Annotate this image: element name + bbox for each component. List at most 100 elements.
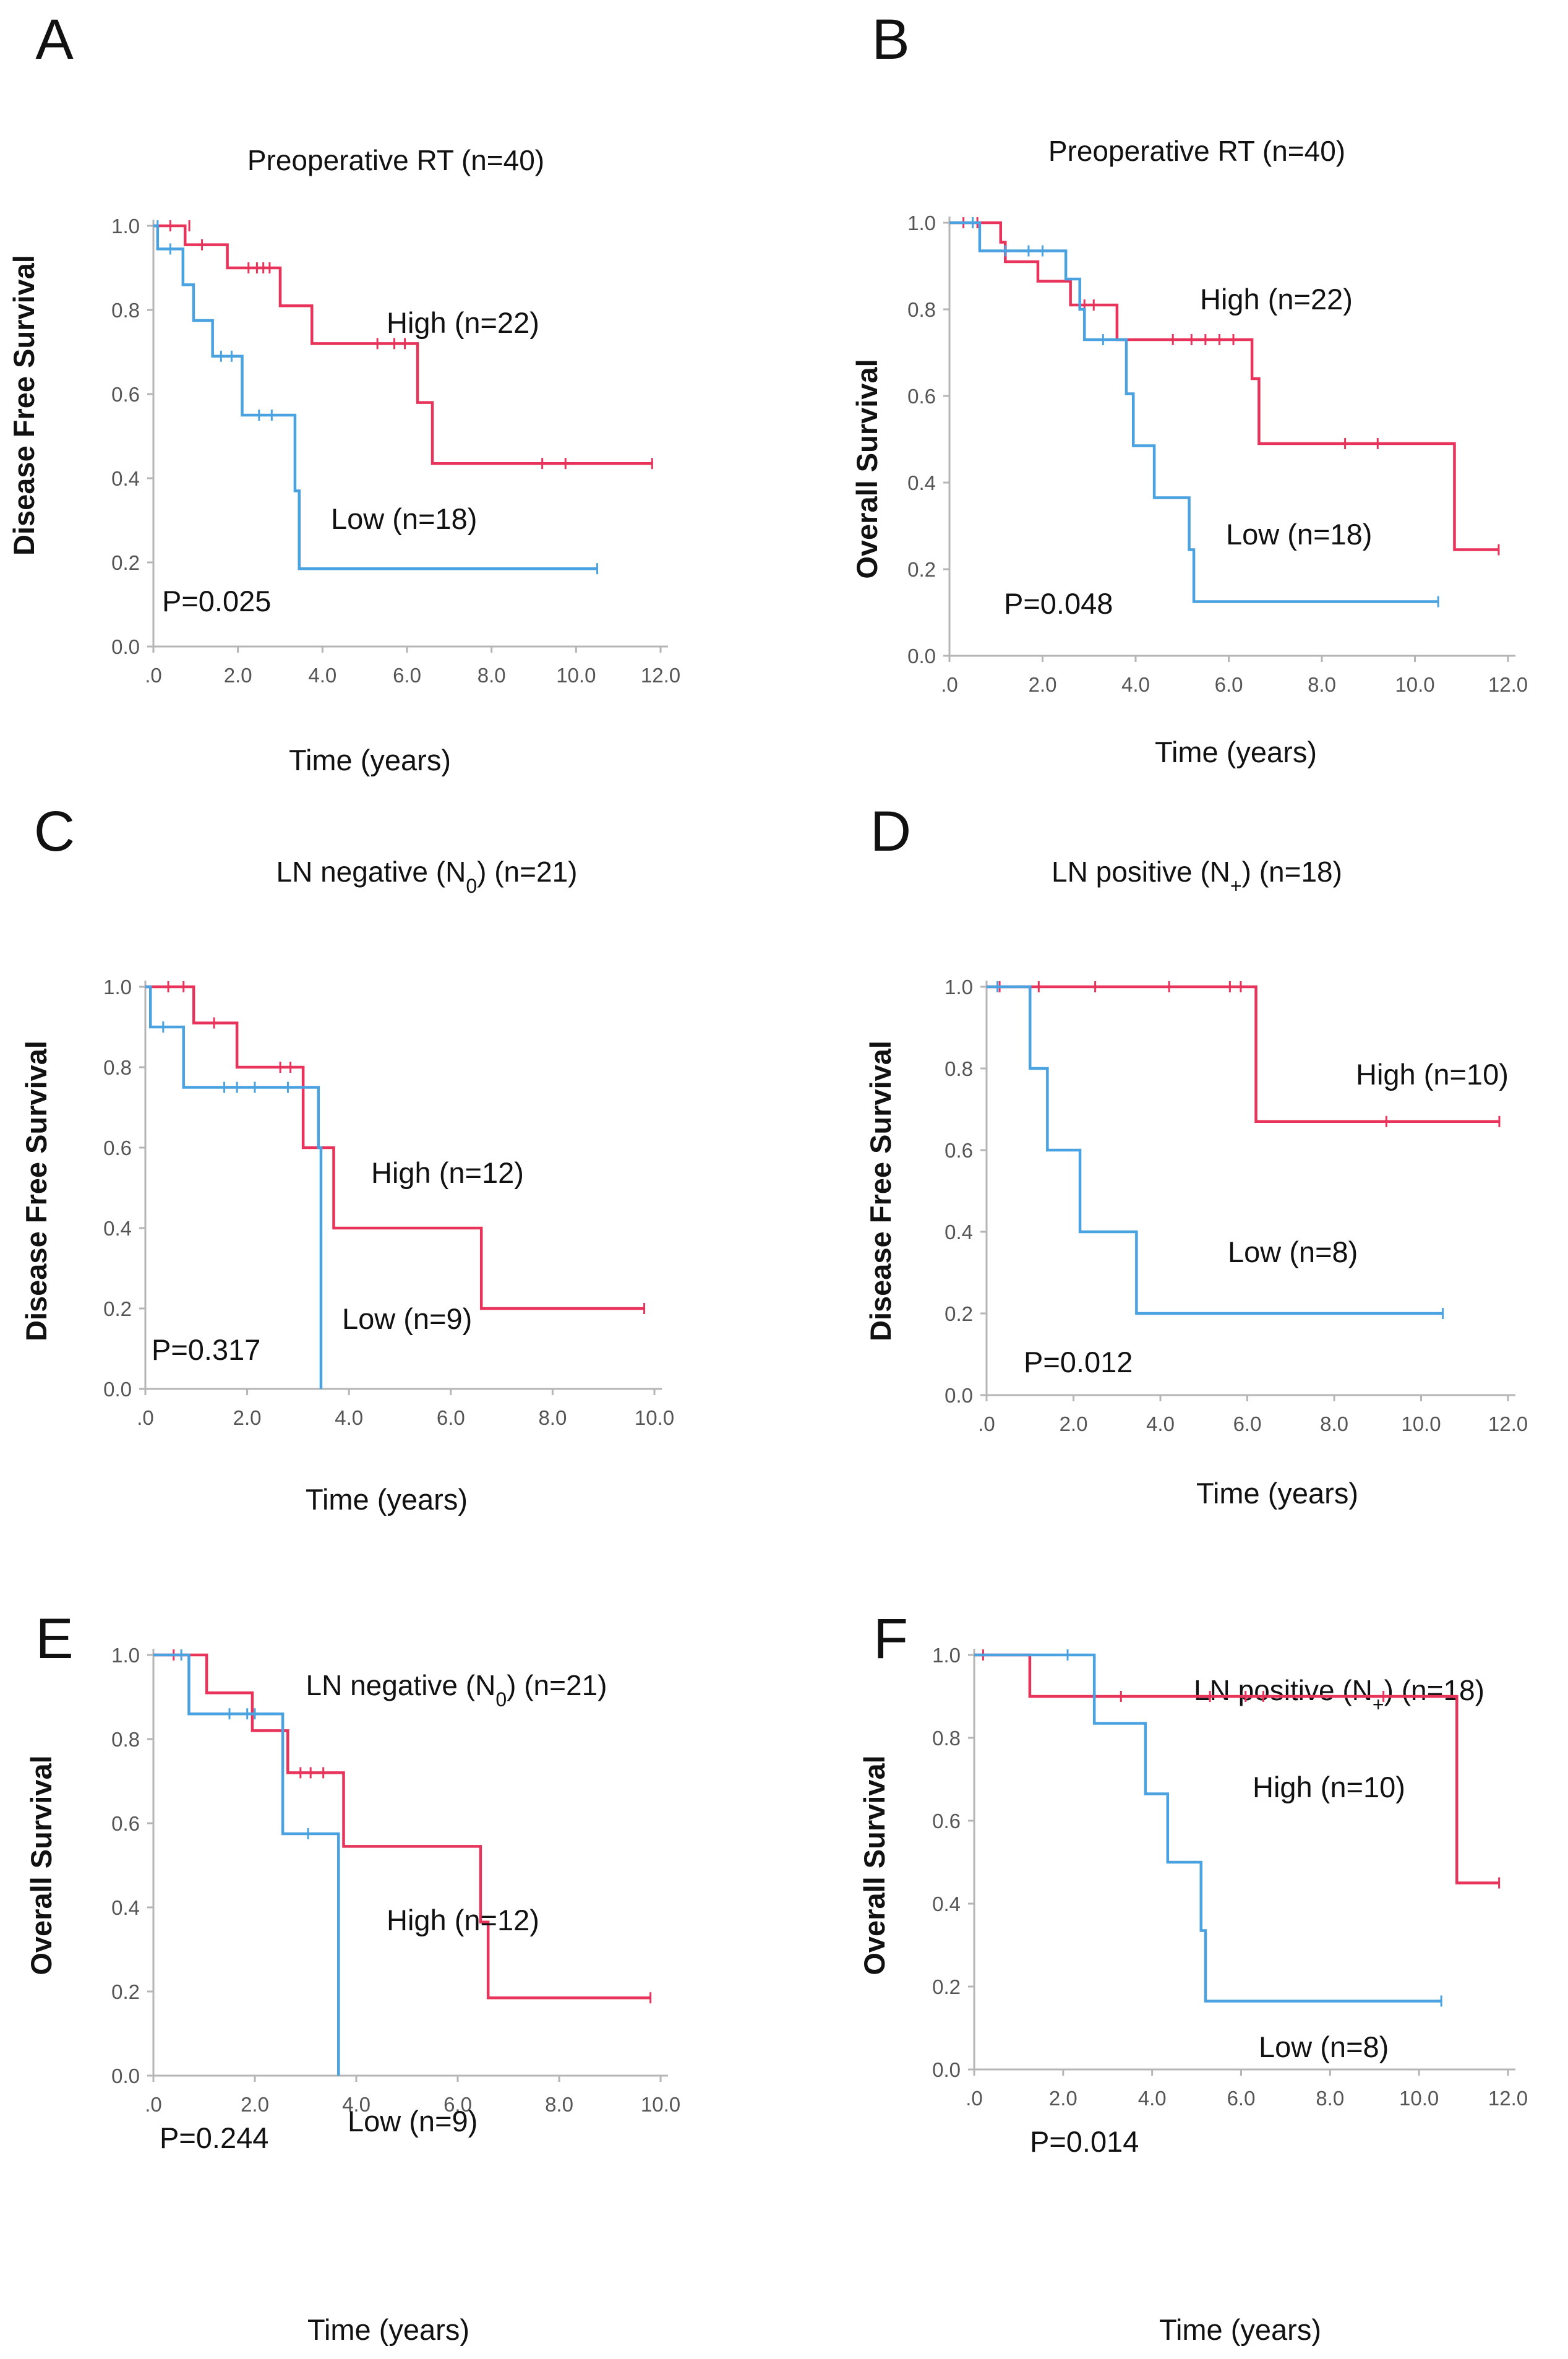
- p-value: P=0.048: [1004, 587, 1113, 620]
- y-tick-label: 0.2: [111, 1980, 140, 2003]
- y-axis-label: Disease Free Survival: [864, 1041, 897, 1341]
- series-label-high: High (n=10): [1356, 1058, 1509, 1091]
- x-tick-label: 8.0: [1320, 1412, 1348, 1435]
- panel-d: D LN positive (N+) (n=18) 0.0 0.2 0.4 0.6 0.8 1…: [864, 800, 1528, 1510]
- x-tick-label: 12.0: [1488, 2087, 1528, 2110]
- panel-letter: C: [34, 800, 75, 863]
- series-label-high: High (n=22): [1200, 283, 1353, 316]
- x-tick-label: 10.0: [1399, 2087, 1439, 2110]
- x-tick-label: 4.0: [335, 1406, 363, 1429]
- series-label-high: High (n=22): [387, 306, 539, 339]
- panel-letter: E: [35, 1607, 73, 1670]
- km-curve-high: [987, 985, 1499, 1124]
- x-axis-label: Time (years): [289, 744, 451, 776]
- km-curve-high: [153, 1653, 651, 2000]
- y-tick-label: 1.0: [945, 976, 973, 999]
- panel-c: C LN negative (N0) (n=21) 0.0 0.2 0.4 0.6 0.8 1…: [20, 800, 674, 1516]
- y-tick-label: 0.4: [945, 1221, 973, 1244]
- series-label-high: High (n=12): [371, 1156, 524, 1189]
- y-tick-label: 0.8: [111, 299, 140, 322]
- y-tick-label: 0.6: [932, 1810, 961, 1833]
- x-axis-label: Time (years): [307, 2313, 469, 2346]
- y-tick-label: 0.0: [111, 2065, 140, 2087]
- y-tick-label: 0.8: [932, 1727, 961, 1750]
- series-label-high: High (n=12): [387, 1904, 539, 1936]
- y-axis-label: Overall Survival: [858, 1755, 891, 1975]
- series-label-high: High (n=10): [1253, 1771, 1405, 1803]
- chart-title: LN positive (N+) (n=18): [1052, 856, 1342, 897]
- y-axis-label: Overall Survival: [850, 359, 883, 578]
- x-tick-label: 2.0: [224, 664, 252, 687]
- series-label-low: Low (n=18): [1226, 518, 1372, 551]
- km-curve-high: [145, 985, 645, 1310]
- y-tick-label: 0.0: [945, 1384, 973, 1407]
- x-tick-label: 2.0: [233, 1406, 262, 1429]
- p-value: P=0.014: [1030, 2125, 1139, 2158]
- y-tick-label: 0.2: [103, 1297, 132, 1320]
- p-value: P=0.025: [162, 585, 271, 617]
- y-tick-label: 1.0: [103, 976, 132, 999]
- p-value: P=0.012: [1024, 1346, 1133, 1378]
- y-tick-label: 0.8: [907, 298, 936, 321]
- y-tick-label: 0.4: [103, 1217, 132, 1240]
- x-tick-label: 4.0: [1146, 1412, 1175, 1435]
- panel-letter: A: [35, 8, 74, 71]
- x-axis-label: Time (years): [1159, 2313, 1321, 2346]
- x-tick-label: 10.0: [556, 664, 596, 687]
- x-axis-label: Time (years): [306, 1483, 468, 1516]
- panel-f: F LN positive (N+) (n=18) 0.0 0.2 0.4 0.6 0.8 1…: [858, 1607, 1528, 2346]
- x-tick-label: 12.0: [641, 664, 680, 687]
- km-curve-low: [949, 221, 1439, 603]
- y-tick-label: 1.0: [111, 215, 140, 238]
- y-tick-label: 1.0: [932, 1644, 961, 1667]
- y-tick-label: 0.6: [103, 1137, 132, 1159]
- x-tick-label: .0: [978, 1412, 995, 1435]
- panel-e: E LN negative (N0) (n=21) 0.0 0.2 0.4 0.6 0.8 1…: [25, 1607, 680, 2346]
- y-tick-label: 0.0: [907, 645, 936, 668]
- y-tick-label: 0.4: [932, 1893, 961, 1915]
- y-tick-label: 0.0: [103, 1378, 132, 1401]
- x-axis-label: Time (years): [1155, 736, 1317, 768]
- y-tick-label: 0.8: [103, 1056, 132, 1079]
- y-axis-label: Overall Survival: [25, 1755, 58, 1975]
- series-label-low: Low (n=9): [342, 1302, 472, 1335]
- x-tick-label: 10.0: [1395, 673, 1434, 696]
- x-tick-label: 6.0: [393, 664, 421, 687]
- panel-a: A Preoperative RT (n=40) 0.0 0.2 0.4 0.6 0.8 1.…: [7, 8, 680, 776]
- km-curve-low: [145, 985, 323, 1389]
- x-tick-label: .0: [145, 664, 162, 687]
- chart-title: LN negative (N0) (n=21): [306, 1669, 607, 1711]
- km-curve-low: [153, 1653, 340, 2076]
- x-tick-label: .0: [966, 2087, 983, 2110]
- x-tick-label: 4.0: [1121, 673, 1150, 696]
- panel-letter: B: [872, 8, 909, 71]
- y-tick-label: 0.0: [932, 2058, 961, 2081]
- x-tick-label: 4.0: [342, 2093, 371, 2116]
- y-tick-label: 0.6: [111, 1812, 140, 1835]
- chart-title: Preoperative RT (n=40): [1048, 135, 1345, 167]
- x-tick-label: 8.0: [1316, 2087, 1344, 2110]
- y-axis-label: Disease Free Survival: [7, 255, 40, 556]
- y-tick-label: 0.2: [111, 551, 140, 574]
- x-tick-label: .0: [145, 2093, 162, 2116]
- y-tick-label: 0.4: [111, 1896, 140, 1919]
- x-tick-label: 10.0: [641, 2093, 680, 2116]
- x-tick-label: 6.0: [1215, 673, 1243, 696]
- y-tick-label: 0.2: [945, 1302, 973, 1325]
- x-tick-label: 2.0: [1060, 1412, 1088, 1435]
- y-tick-label: 0.0: [111, 635, 140, 658]
- km-curve-low: [987, 985, 1443, 1315]
- series-label-low: Low (n=8): [1259, 2030, 1389, 2063]
- y-axis-label: Disease Free Survival: [20, 1041, 53, 1341]
- x-tick-label: .0: [137, 1406, 154, 1429]
- x-tick-label: 12.0: [1488, 1412, 1528, 1435]
- x-tick-label: 12.0: [1488, 673, 1528, 696]
- x-tick-label: 6.0: [437, 1406, 465, 1429]
- y-tick-label: 0.4: [907, 471, 936, 494]
- chart-title: LN negative (N0) (n=21): [276, 856, 578, 897]
- x-tick-label: 6.0: [443, 2093, 472, 2116]
- series-label-low: Low (n=9): [348, 2105, 478, 2138]
- x-tick-label: 8.0: [1308, 673, 1336, 696]
- y-tick-label: 0.6: [907, 385, 936, 408]
